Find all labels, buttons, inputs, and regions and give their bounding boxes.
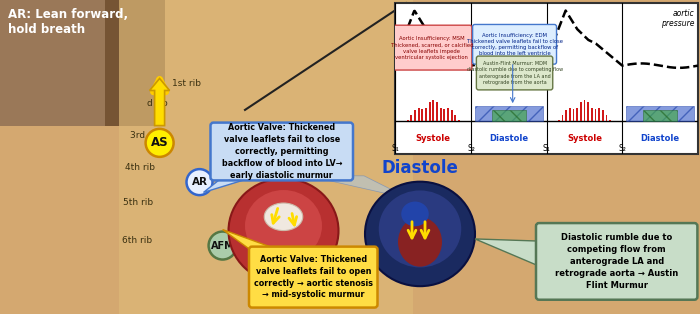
Ellipse shape [401,202,428,226]
FancyBboxPatch shape [433,100,434,121]
FancyBboxPatch shape [584,100,585,121]
Text: 6th rib: 6th rib [122,236,153,245]
Ellipse shape [398,217,442,267]
Text: AR: Lean forward,
hold breath: AR: Lean forward, hold breath [8,8,128,36]
Text: Aortic Insufficiency: MSM
Thickened, scarred, or calcified
valve leaflets impede: Aortic Insufficiency: MSM Thickened, sca… [391,36,473,60]
FancyBboxPatch shape [602,111,604,121]
Ellipse shape [265,203,302,230]
FancyBboxPatch shape [587,102,589,121]
FancyBboxPatch shape [451,111,453,121]
Text: S₁: S₁ [391,144,400,153]
FancyBboxPatch shape [436,102,438,121]
Text: 5th rib: 5th rib [123,198,153,207]
FancyBboxPatch shape [606,115,608,121]
FancyBboxPatch shape [0,0,164,126]
FancyBboxPatch shape [443,109,445,121]
FancyBboxPatch shape [569,108,570,121]
FancyBboxPatch shape [119,0,413,314]
Text: Systole: Systole [258,159,327,176]
FancyBboxPatch shape [440,108,442,121]
Ellipse shape [228,179,339,283]
Text: AFM: AFM [211,241,234,251]
FancyBboxPatch shape [211,122,353,181]
Text: Systole: Systole [567,134,602,143]
FancyBboxPatch shape [421,109,424,121]
Text: S₁: S₁ [542,144,551,153]
Text: AR: AR [192,177,207,187]
FancyBboxPatch shape [473,24,556,64]
FancyBboxPatch shape [249,246,377,308]
FancyBboxPatch shape [418,108,419,121]
FancyBboxPatch shape [458,120,460,121]
Text: aortic
pressure: aortic pressure [661,9,694,29]
FancyBboxPatch shape [609,120,611,121]
FancyBboxPatch shape [395,3,698,154]
Text: 1st rib: 1st rib [172,79,200,88]
FancyBboxPatch shape [573,109,575,121]
FancyBboxPatch shape [580,102,582,121]
Text: Aortic Valve: Thickened
valve leaflets fail to close
correctly, permitting
backf: Aortic Valve: Thickened valve leaflets f… [221,123,342,180]
Circle shape [146,129,174,157]
Text: S₂: S₂ [467,144,475,153]
Circle shape [209,231,237,260]
FancyBboxPatch shape [447,108,449,121]
Ellipse shape [245,190,322,262]
Circle shape [186,169,213,195]
FancyBboxPatch shape [558,120,560,121]
Polygon shape [475,239,539,266]
FancyBboxPatch shape [414,111,416,121]
Polygon shape [223,230,292,255]
Text: Austin-Flint Murmur: MDM
diastolic rumble due to competing flow
anterograde from: Austin-Flint Murmur: MDM diastolic rumbl… [466,61,563,85]
Text: Aortic Valve: Thickened
valve leaflets fail to open
correctly → aortic stenosis
: Aortic Valve: Thickened valve leaflets f… [253,255,372,299]
FancyBboxPatch shape [598,108,600,121]
FancyBboxPatch shape [0,0,164,126]
Text: Diastole: Diastole [382,159,458,176]
FancyBboxPatch shape [591,108,593,121]
FancyBboxPatch shape [565,111,567,121]
FancyBboxPatch shape [428,102,430,121]
FancyBboxPatch shape [643,110,677,121]
FancyBboxPatch shape [407,120,409,121]
FancyBboxPatch shape [492,110,526,121]
Text: Aortic Insufficiency: EDM
Thickened valve leaflets fail to close
correctly, perm: Aortic Insufficiency: EDM Thickened valv… [467,33,563,56]
FancyArrow shape [150,78,169,126]
Text: Diastolic rumble due to
competing flow from
anterograde LA and
retrograde aorta : Diastolic rumble due to competing flow f… [555,233,678,290]
Polygon shape [308,176,410,199]
Text: 4th rib: 4th rib [125,164,155,172]
Ellipse shape [365,182,475,286]
Text: S₂: S₂ [618,144,626,153]
FancyBboxPatch shape [561,115,564,121]
FancyBboxPatch shape [576,108,578,121]
Text: d rib: d rib [147,99,168,108]
Text: Systole: Systole [416,134,451,143]
FancyBboxPatch shape [392,25,472,70]
FancyBboxPatch shape [0,0,105,126]
FancyBboxPatch shape [475,106,543,121]
FancyBboxPatch shape [454,115,456,121]
Text: 3rd rib: 3rd rib [130,131,160,139]
FancyBboxPatch shape [626,106,694,121]
Text: AS: AS [150,136,169,149]
FancyBboxPatch shape [594,109,596,121]
Polygon shape [204,172,269,192]
FancyBboxPatch shape [410,115,412,121]
Text: Diastole: Diastole [640,134,680,143]
FancyBboxPatch shape [425,108,427,121]
Text: Diastole: Diastole [489,134,528,143]
FancyBboxPatch shape [536,223,697,300]
FancyBboxPatch shape [477,56,553,90]
Ellipse shape [379,190,461,268]
